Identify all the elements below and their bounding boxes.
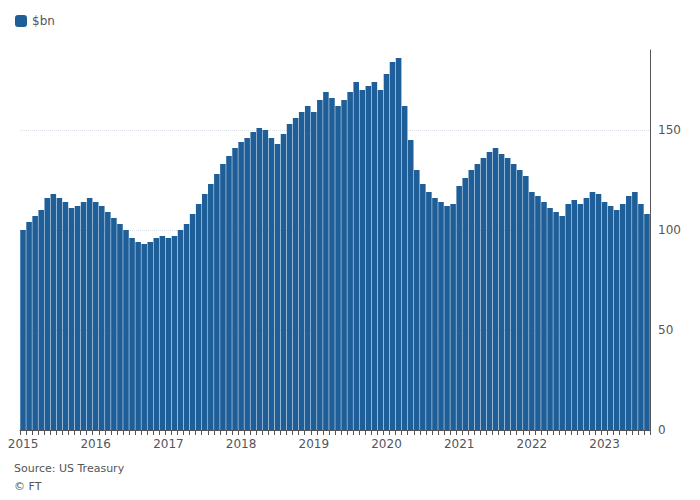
svg-text:2021: 2021 — [444, 437, 475, 451]
svg-text:2018: 2018 — [226, 437, 257, 451]
svg-text:$bn: $bn — [32, 14, 55, 28]
svg-text:Source: US Treasury: Source: US Treasury — [14, 462, 125, 475]
svg-text:150: 150 — [658, 123, 681, 137]
svg-text:2017: 2017 — [153, 437, 184, 451]
svg-text:0: 0 — [658, 423, 666, 437]
svg-text:2019: 2019 — [299, 437, 330, 451]
svg-text:2020: 2020 — [371, 437, 402, 451]
svg-text:2016: 2016 — [80, 437, 111, 451]
svg-text:50: 50 — [658, 323, 673, 337]
svg-text:2015: 2015 — [8, 437, 39, 451]
svg-text:100: 100 — [658, 223, 681, 237]
svg-text:2022: 2022 — [517, 437, 548, 451]
svg-text:© FT: © FT — [14, 480, 42, 493]
svg-text:2023: 2023 — [589, 437, 620, 451]
